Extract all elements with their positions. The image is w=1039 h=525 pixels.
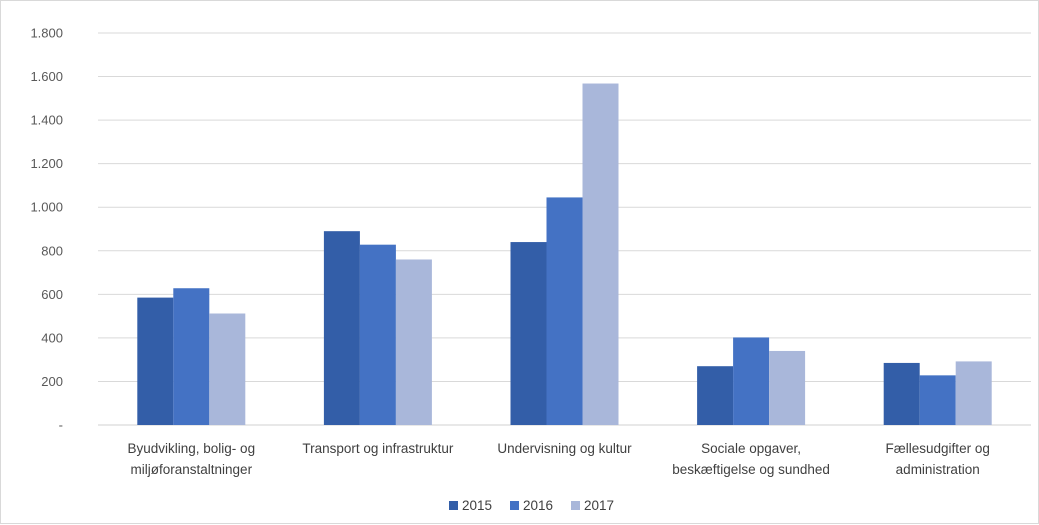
y-tick-label: 1.800 — [30, 26, 63, 41]
x-tick-label: Sociale opgaver, — [701, 441, 801, 456]
legend-swatch-2015 — [449, 501, 458, 510]
bar-2015 — [697, 366, 734, 425]
legend-label: 2015 — [462, 498, 492, 513]
y-tick-label: 1.400 — [30, 113, 63, 128]
bar-2015 — [510, 242, 547, 425]
y-tick-label: 800 — [41, 243, 63, 258]
bar-2015 — [137, 297, 174, 425]
bar-2016 — [733, 337, 770, 425]
bar-2015 — [883, 362, 920, 425]
y-tick-label: 400 — [41, 330, 63, 345]
y-tick-label: 1.200 — [30, 156, 63, 171]
bar-2016 — [173, 288, 210, 425]
x-tick-label: miljøforanstaltninger — [131, 462, 253, 477]
legend-swatch-2016 — [510, 501, 519, 510]
bar-2017 — [209, 313, 246, 425]
legend-swatch-2017 — [571, 501, 580, 510]
y-tick-label: - — [59, 418, 63, 433]
y-tick-label: 600 — [41, 287, 63, 302]
x-tick-label: administration — [896, 462, 980, 477]
bar-2017 — [769, 350, 806, 425]
bar-2016 — [359, 244, 396, 425]
legend-label: 2017 — [584, 498, 614, 513]
x-tick-label: Undervisning og kultur — [497, 441, 632, 456]
bar-2016 — [919, 375, 956, 425]
bar-2015 — [323, 231, 360, 425]
x-tick-label: beskæftigelse og sundhed — [672, 462, 830, 477]
y-tick-label: 1.600 — [30, 69, 63, 84]
y-tick-label: 200 — [41, 374, 63, 389]
y-tick-label: 1.000 — [30, 200, 63, 215]
legend-label: 2016 — [523, 498, 553, 513]
bar-2017 — [582, 83, 619, 425]
x-tick-label: Byudvikling, bolig- og — [128, 441, 256, 456]
bar-2017 — [955, 361, 992, 425]
bar-2016 — [546, 197, 583, 425]
x-tick-label: Transport og infrastruktur — [302, 441, 454, 456]
x-tick-label: Fællesudgifter og — [886, 441, 990, 456]
bar-2017 — [395, 259, 432, 425]
